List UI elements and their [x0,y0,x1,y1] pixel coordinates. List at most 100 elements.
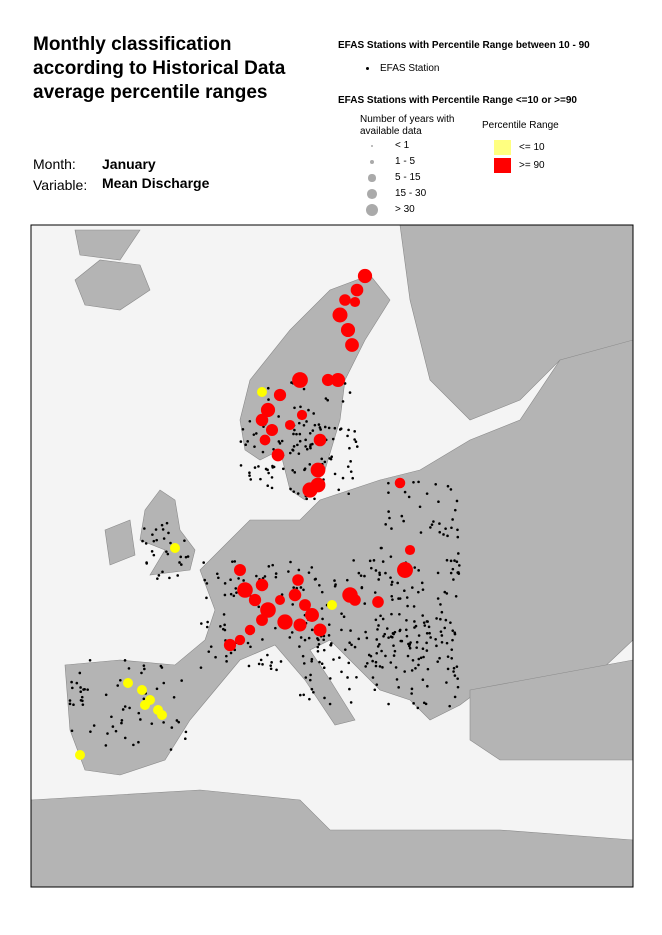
station [313,623,327,637]
station [292,490,296,493]
station [219,625,222,628]
station [458,564,461,567]
station [379,614,382,618]
station [104,744,108,747]
station [271,563,275,567]
station [308,678,312,682]
station [425,492,429,495]
station [177,720,181,724]
station [391,632,395,635]
station [234,564,246,576]
station [333,426,337,430]
station [411,658,415,662]
station [451,638,454,642]
station [248,419,252,423]
station [310,687,314,691]
station [381,617,385,621]
station [408,644,411,648]
station [292,445,296,448]
station [449,559,453,563]
station [80,695,84,699]
station [412,702,415,705]
legend-title: EFAS Stations with Percentile Range betw… [338,40,590,51]
station [405,596,409,599]
station [223,638,237,652]
station [72,703,75,707]
station [255,413,269,427]
legend-dot [366,67,369,70]
station [389,576,392,579]
station [327,426,331,430]
station [137,740,140,744]
station [234,587,238,590]
station [68,702,72,706]
station [360,586,364,590]
station [391,598,394,601]
station [442,533,445,536]
station [432,520,435,523]
station [324,397,328,400]
legend-item: < 1 [395,140,410,151]
station [75,750,85,760]
station [382,634,385,638]
station [259,434,271,446]
legend-dot [369,159,375,165]
station [364,665,367,668]
station [293,406,296,410]
station [235,591,238,594]
station [310,657,314,661]
station [244,443,248,447]
station [291,469,294,472]
station [417,663,420,667]
legend-item: >= 90 [519,160,545,171]
station [412,481,415,484]
station [89,730,92,733]
station [299,693,302,697]
station [310,462,326,478]
station [265,423,279,437]
station [451,567,455,571]
station [92,724,96,727]
station [307,636,311,640]
station [328,457,331,460]
station [289,487,292,491]
station [440,610,444,614]
station [403,670,406,673]
station [244,624,256,636]
station [320,590,324,594]
station [392,654,396,657]
station [302,387,306,391]
legend-swatch [494,158,511,173]
station [372,596,384,608]
station [398,597,402,600]
station [154,528,158,531]
station [81,703,85,706]
station [380,649,383,653]
station [435,644,438,648]
station [406,604,409,608]
station [456,528,459,532]
station [303,638,307,642]
legend-item: <= 10 [519,142,545,153]
station [326,398,329,402]
station [214,655,217,659]
station [451,629,455,632]
station [304,445,307,448]
station [357,268,373,284]
station [450,648,454,651]
station [456,685,460,689]
station [267,398,270,401]
station [404,544,416,556]
station [385,627,389,630]
station [332,658,335,661]
station [408,646,412,650]
station [339,294,351,306]
station [340,612,343,615]
station [348,641,351,645]
station [271,466,275,469]
station [426,667,430,671]
station [298,645,301,648]
legend-swatch [494,140,511,155]
station [389,635,393,638]
station [374,660,378,664]
